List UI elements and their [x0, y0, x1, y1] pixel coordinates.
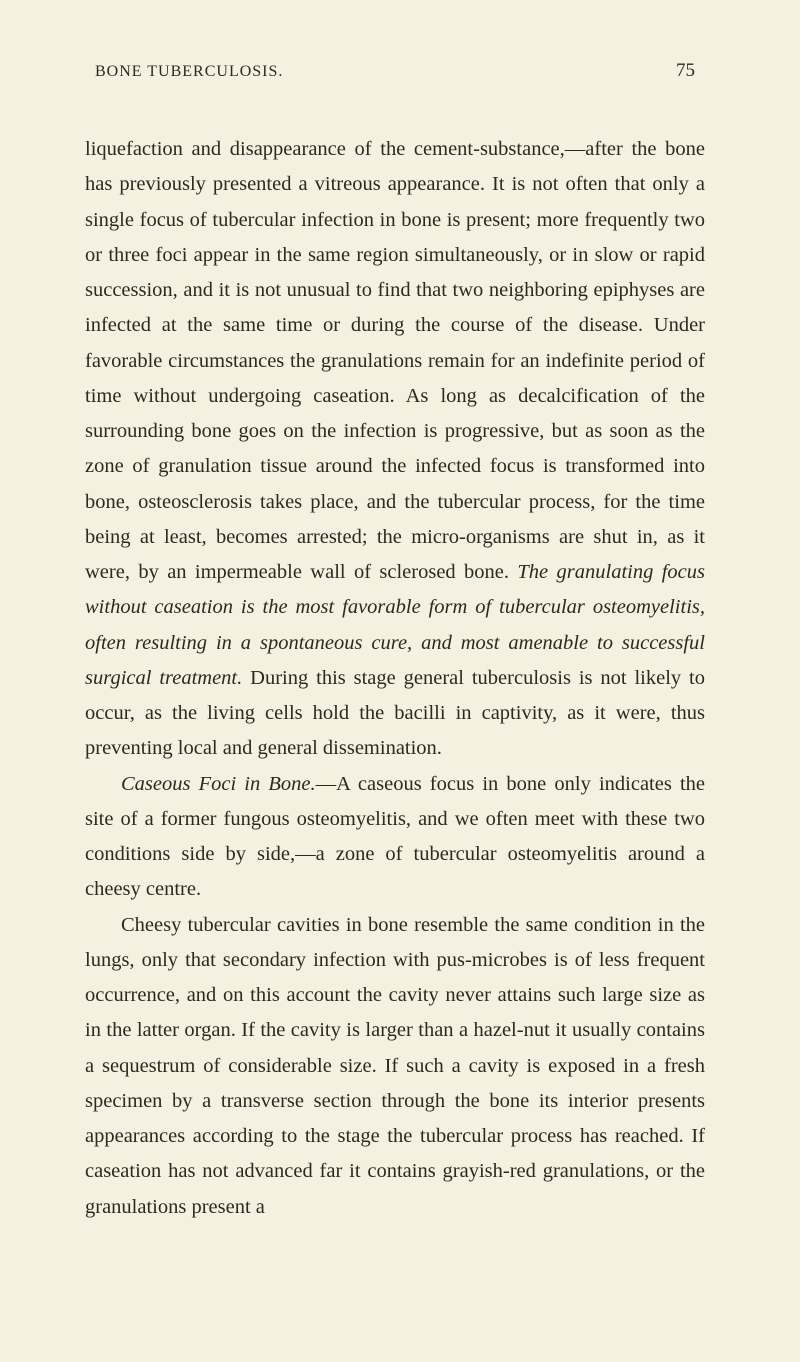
running-title: BONE TUBERCULOSIS. [95, 63, 283, 81]
page-number: 75 [676, 60, 695, 82]
para2-italic: Caseous Foci in Bone. [121, 773, 316, 795]
running-header: BONE TUBERCULOSIS. 75 [85, 60, 705, 82]
body-text: liquefaction and disappearance of the ce… [85, 132, 705, 1225]
paragraph-1: liquefaction and disappearance of the ce… [85, 132, 705, 767]
para1-text-1: liquefaction and disappearance of the ce… [85, 138, 705, 583]
paragraph-2: Caseous Foci in Bone.—A caseous focus in… [85, 767, 705, 908]
paragraph-3: Cheesy tubercular cavities in bone resem… [85, 908, 705, 1225]
page-wrapper: BONE TUBERCULOSIS. 75 liquefaction and d… [85, 60, 705, 1302]
para3-text: Cheesy tubercular cavities in bone resem… [85, 914, 705, 1218]
